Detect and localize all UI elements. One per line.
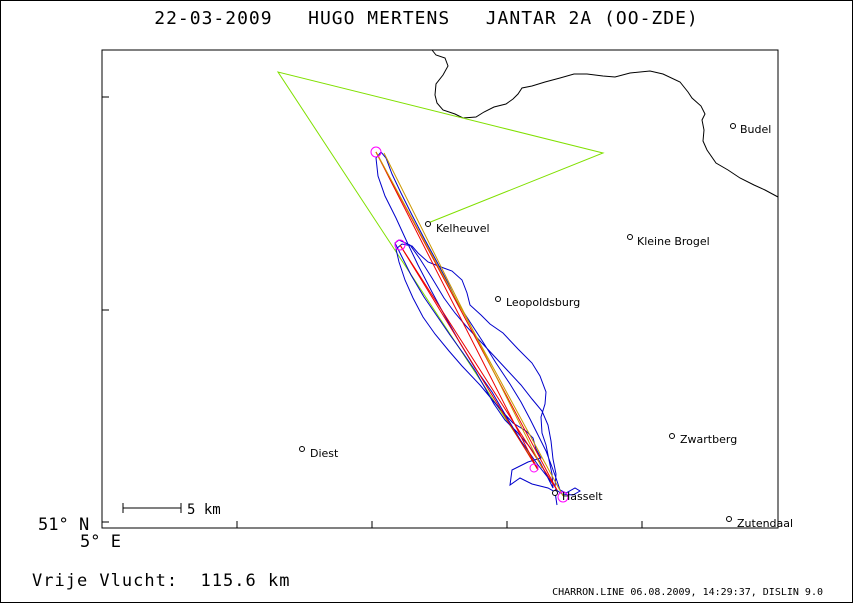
- distance-summary: Vrije Vlucht: 115.6 km: [32, 571, 290, 591]
- place-marker-leopoldsburg: [495, 296, 501, 302]
- place-label-leopoldsburg: Leopoldsburg: [506, 296, 580, 309]
- flight-legs: [375, 151, 564, 497]
- place-label-kelheuvel: Kelheuvel: [436, 222, 490, 235]
- place-label-zwartberg: Zwartberg: [680, 433, 737, 446]
- scale-bar: [122, 503, 182, 513]
- place-marker-diest: [299, 446, 305, 452]
- map-ticks: [102, 96, 643, 528]
- place-label-zutendaal: Zutendaal: [737, 517, 793, 530]
- latitude-label: 51° N: [38, 515, 90, 535]
- flight-track: [375, 151, 581, 506]
- longitude-label: 5° E: [80, 532, 121, 552]
- country-border: [431, 49, 779, 198]
- place-label-diest: Diest: [310, 447, 339, 460]
- place-label-kleine-brogel: Kleine Brogel: [637, 235, 710, 248]
- distance-label: Vrije Vlucht:: [32, 571, 179, 591]
- pilot-name: HUGO MERTENS: [308, 8, 451, 29]
- place-marker-budel: [730, 123, 736, 129]
- place-marker-hasselt: [552, 490, 558, 496]
- distance-value: 115.6 km: [200, 571, 291, 591]
- place-label-hasselt: Hasselt: [562, 490, 603, 503]
- flight-title: 22-03-2009 HUGO MERTENS JANTAR 2A (OO-ZD…: [0, 8, 853, 29]
- credits: CHARRON.LINE 06.08.2009, 14:29:37, DISLI…: [552, 587, 823, 598]
- map-frame: [101, 49, 779, 529]
- flight-date: 22-03-2009: [154, 8, 273, 29]
- scale-label: 5 km: [187, 502, 221, 518]
- place-marker-zwartberg: [669, 433, 675, 439]
- place-marker-kelheuvel: [425, 221, 431, 227]
- turnpoints: [370, 146, 569, 503]
- place-marker-zutendaal: [726, 516, 732, 522]
- place-label-budel: Budel: [740, 123, 771, 136]
- place-markers: [299, 123, 736, 522]
- place-marker-kleine-brogel: [627, 234, 633, 240]
- glider-name: JANTAR 2A (OO-ZDE): [485, 8, 699, 29]
